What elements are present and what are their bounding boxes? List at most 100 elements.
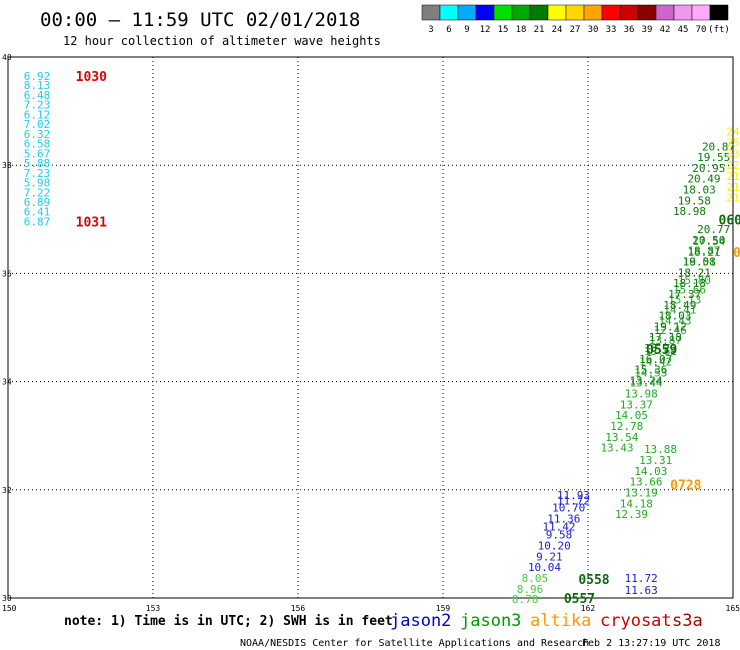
colorbar-swatch [457, 4, 477, 21]
colorbar-swatch [619, 4, 639, 21]
wave-height-label: 13.54 [605, 431, 638, 444]
colorbar-tick-label: 30 [588, 25, 599, 35]
colorbar-tick-label: 27 [570, 25, 581, 35]
wave-height-label: 7.22 [24, 186, 51, 199]
x-tick-label: 159 [436, 604, 451, 613]
wave-height-label: 16.73 [644, 342, 677, 355]
wave-height-label: 14.03 [634, 465, 667, 478]
wave-height-label: 12.39 [615, 508, 648, 521]
wave-height-label: 8.05 [522, 572, 549, 585]
x-tick-label: 165 [726, 604, 740, 613]
wave-height-label: 13.37 [620, 398, 653, 411]
wave-height-label: 13.19 [625, 487, 658, 500]
wave-height-label: 14.53 [634, 366, 667, 379]
wave-height-label: 21 [726, 170, 739, 183]
colorbar-tick-label: 45 [678, 25, 689, 35]
wave-height-label: 8.96 [517, 583, 544, 596]
wave-height-label: 25 [726, 136, 739, 149]
wave-height-label: 17.18 [649, 331, 682, 344]
wave-height-label: 14.05 [615, 409, 648, 422]
legend-entry-jason3: jason3 [460, 611, 521, 631]
wave-height-label: 20.95 [692, 162, 725, 175]
wave-height-label: 7.23 [24, 99, 51, 112]
wave-height-label: 6.41 [24, 206, 51, 219]
wave-height-label: 11.72 [625, 572, 658, 585]
colorbar-swatch [511, 4, 531, 21]
colorbar-swatch [655, 4, 675, 21]
wave-height-label: 8.78 [512, 593, 539, 606]
pass-time-label: 1031 [76, 215, 107, 230]
x-tick-label: 162 [581, 604, 596, 613]
wave-height-label: 13.43 [600, 442, 633, 455]
colorbar-swatch [565, 4, 585, 21]
wave-height-label: 18.87 [687, 245, 720, 258]
wave-height-label: 15.66 [673, 284, 706, 297]
x-tick-label: 150 [2, 604, 17, 613]
wave-height-label: 13.98 [625, 388, 658, 401]
wave-height-label: 15.80 [678, 274, 711, 287]
colorbar-swatch [439, 4, 459, 21]
wave-height-label: 20.50 [692, 234, 725, 247]
wave-height-label: 15.13 [668, 293, 701, 306]
wave-height-label: 14.42 [639, 356, 672, 369]
x-tick-label: 153 [146, 604, 161, 613]
wave-height-label: 7.02 [24, 118, 51, 131]
wave-height-label: 19.08 [683, 255, 716, 268]
wave-height-label: 20.77 [697, 223, 730, 236]
wave-height-label: 16.07 [639, 353, 672, 366]
wave-height-label: 8.13 [24, 79, 51, 92]
wave-height-label: 5.98 [24, 177, 51, 190]
wave-height-label: 21 [726, 192, 739, 205]
grid-lines [8, 57, 733, 598]
wave-height-label: 15.36 [634, 364, 667, 377]
wave-height-label: 6.89 [24, 196, 51, 209]
footer-note: note: 1) Time is in UTC; 2) SWH is in fe… [64, 614, 393, 629]
wave-height-label: 20.87 [702, 140, 735, 153]
colorbar-swatch [475, 4, 495, 21]
wave-height-label: 17.54 [692, 235, 725, 248]
pass-time-label: 0559 [646, 343, 677, 358]
wave-height-label: 9.21 [536, 550, 563, 563]
wave-height-label: 10.20 [538, 540, 571, 553]
colorbar-tick-label: 42 [660, 25, 671, 35]
satellite-legend: jason2 jason3 altika cryosat s3a [390, 611, 703, 631]
wave-height-label: 11.42 [542, 521, 575, 534]
colorbar-tick-label: (ft) [708, 25, 730, 35]
colorbar-swatch [637, 4, 657, 21]
wave-height-label: 5.67 [24, 147, 51, 160]
colorbar-tick-label: 21 [534, 25, 545, 35]
wave-height-label: 11.93 [557, 489, 590, 502]
wave-height-label: 6.58 [24, 138, 51, 151]
wave-height-label: 18.03 [658, 310, 691, 323]
wave-height-label: 6.32 [24, 128, 51, 141]
credit-text: NOAA/NESDIS Center for Satellite Applica… [240, 638, 589, 649]
legend-entry-cryosat: cryosat [600, 611, 672, 631]
colorbar-tick-label: 15 [498, 25, 509, 35]
colorbar-tick-label: 33 [606, 25, 617, 35]
pass-time-label: 0558 [578, 573, 609, 588]
timestamp-text: Feb 2 13:27:19 UTC 2018 [582, 638, 720, 649]
wave-height-label: 12.46 [654, 324, 687, 337]
y-tick-label: 32 [2, 486, 12, 495]
wave-height-label: 18.51 [683, 255, 716, 268]
wave-height-label: 18.98 [673, 205, 706, 218]
colorbar-tick-label: 18 [516, 25, 527, 35]
colorbar-swatch [547, 4, 567, 21]
pass-time-label: 0728 [670, 478, 701, 493]
wave-height-label: 10.04 [528, 561, 561, 574]
wave-height-label: 19.12 [654, 320, 687, 333]
x-tick-label: 156 [291, 604, 306, 613]
plot-frame [7, 56, 734, 599]
pass-time-label: 1030 [76, 70, 107, 85]
wave-height-label: 18.18 [673, 277, 706, 290]
wave-height-label: 14.41 [663, 304, 696, 317]
chart-subtitle: 12 hour collection of altimeter wave hei… [63, 34, 381, 48]
colorbar-swatch [709, 4, 729, 21]
wave-height-label: 13.24 [629, 375, 662, 388]
y-tick-label: 30 [2, 594, 12, 603]
colorbar-tick-label: 70 [696, 25, 707, 35]
wave-height-label: 13.88 [644, 443, 677, 456]
wave-height-label: 23 [726, 147, 739, 160]
